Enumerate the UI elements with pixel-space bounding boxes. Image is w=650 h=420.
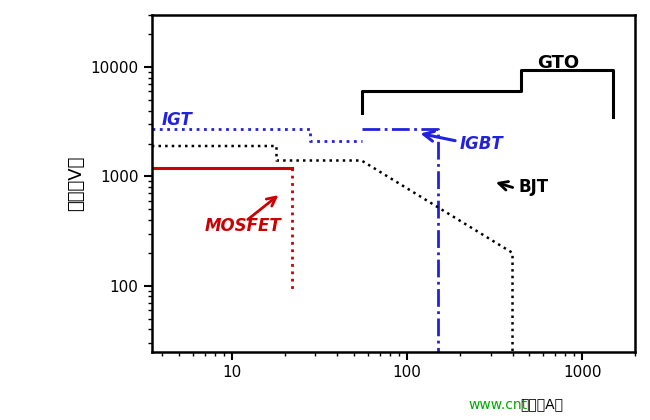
Text: BJT: BJT bbox=[518, 178, 548, 196]
Text: IGT: IGT bbox=[162, 111, 193, 129]
Text: IGBT: IGBT bbox=[460, 134, 504, 152]
Text: MOSFET: MOSFET bbox=[205, 217, 281, 235]
Text: GTO: GTO bbox=[537, 54, 579, 72]
Text: www.cnt: www.cnt bbox=[468, 398, 527, 412]
Y-axis label: 耐压（V）: 耐压（V） bbox=[67, 156, 85, 211]
Text: 电流（A）: 电流（A） bbox=[520, 398, 563, 412]
